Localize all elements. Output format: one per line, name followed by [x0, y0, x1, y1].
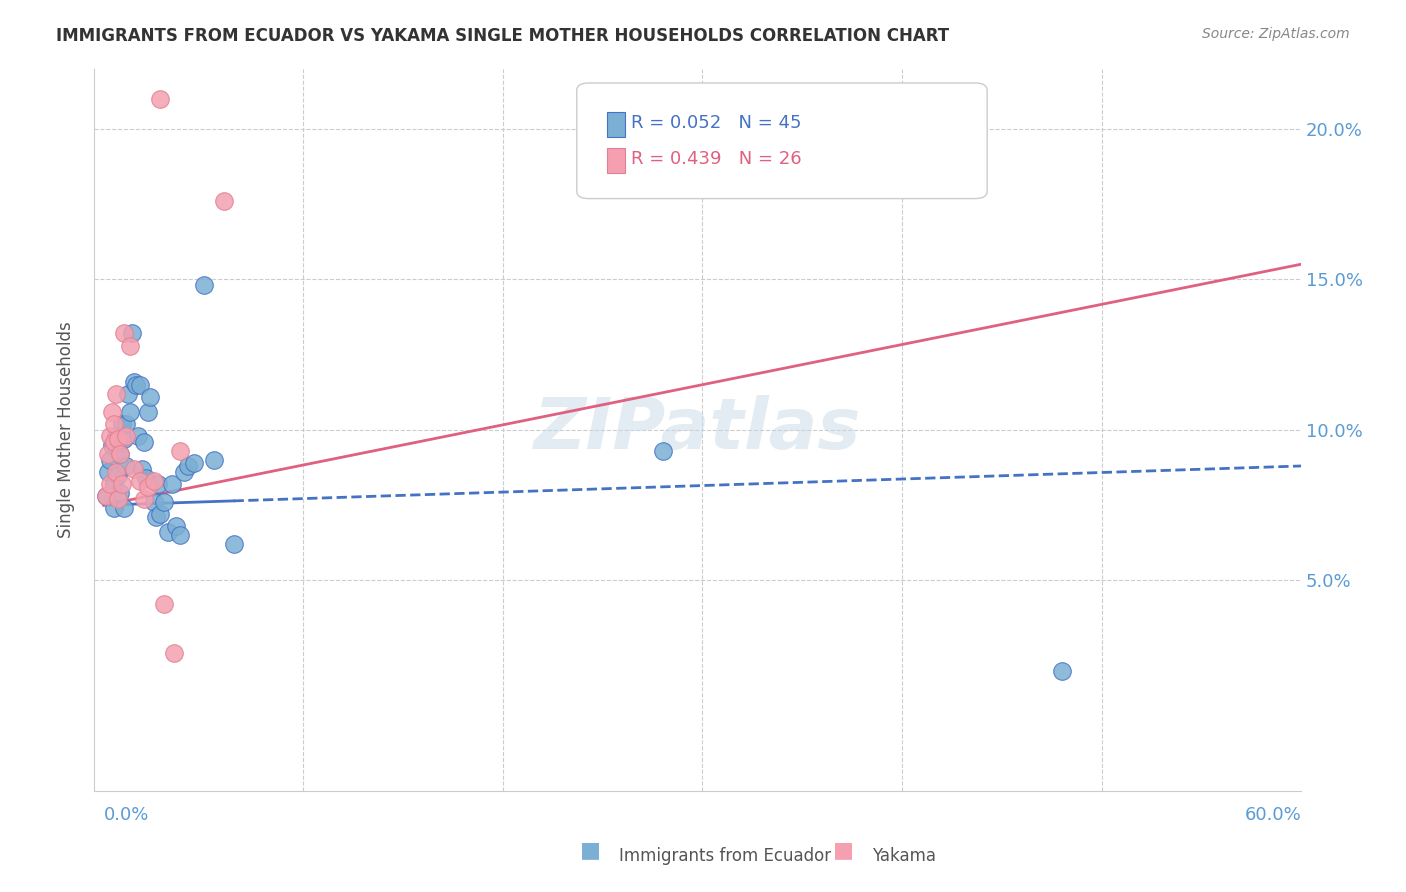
Point [98, 477, 121, 491]
Point [98, 429, 121, 443]
Point [118, 405, 141, 419]
Point [149, 507, 172, 521]
Point [104, 465, 127, 479]
Point [1050, 664, 1073, 678]
Point [101, 438, 124, 452]
Point [104, 429, 127, 443]
Point [145, 510, 167, 524]
Point [111, 417, 134, 431]
FancyBboxPatch shape [607, 148, 626, 173]
Point [101, 405, 124, 419]
Point [115, 458, 138, 473]
Point [103, 501, 125, 516]
Point [212, 194, 235, 208]
Point [163, 646, 186, 660]
Point [142, 474, 165, 488]
Text: ZIPatlas: ZIPatlas [534, 395, 860, 465]
Point [173, 465, 195, 479]
Text: ■: ■ [834, 840, 853, 860]
Point [97, 465, 120, 479]
Point [108, 447, 131, 461]
Point [193, 278, 215, 293]
Point [122, 462, 145, 476]
Point [104, 386, 127, 401]
Point [169, 444, 191, 458]
Point [139, 390, 162, 404]
Point [152, 598, 174, 612]
Text: IMMIGRANTS FROM ECUADOR VS YAKAMA SINGLE MOTHER HOUSEHOLDS CORRELATION CHART: IMMIGRANTS FROM ECUADOR VS YAKAMA SINGLE… [56, 27, 949, 45]
Point [132, 434, 155, 449]
Point [112, 432, 135, 446]
Point [131, 462, 153, 476]
Point [107, 432, 129, 446]
Point [115, 417, 138, 431]
Point [97, 447, 120, 461]
Point [125, 377, 148, 392]
Point [112, 326, 135, 341]
FancyBboxPatch shape [576, 83, 987, 199]
Point [94, 489, 117, 503]
Point [149, 92, 172, 106]
Point [103, 477, 125, 491]
Point [112, 501, 135, 516]
Point [98, 453, 121, 467]
Point [115, 429, 138, 443]
Point [103, 417, 125, 431]
Point [94, 489, 117, 503]
Point [111, 477, 134, 491]
Point [146, 477, 169, 491]
Point [142, 495, 165, 509]
Point [128, 474, 150, 488]
Text: 60.0%: 60.0% [1244, 806, 1301, 824]
Point [135, 471, 157, 485]
Point [108, 486, 131, 500]
Point [121, 326, 143, 341]
Point [118, 338, 141, 352]
Point [202, 453, 225, 467]
Text: Immigrants from Ecuador: Immigrants from Ecuador [619, 847, 831, 865]
Point [177, 458, 200, 473]
Text: R = 0.052   N = 45: R = 0.052 N = 45 [631, 113, 801, 132]
Point [183, 456, 205, 470]
Point [169, 528, 191, 542]
FancyBboxPatch shape [607, 112, 626, 137]
Text: ■: ■ [581, 840, 600, 860]
Point [152, 495, 174, 509]
Point [222, 537, 245, 551]
Point [651, 444, 673, 458]
Text: Source: ZipAtlas.com: Source: ZipAtlas.com [1202, 27, 1350, 41]
Text: R = 0.439   N = 26: R = 0.439 N = 26 [631, 150, 801, 168]
Point [136, 480, 159, 494]
Point [136, 405, 159, 419]
Point [107, 468, 129, 483]
Point [103, 434, 125, 449]
Point [107, 434, 129, 449]
Point [165, 519, 187, 533]
Y-axis label: Single Mother Households: Single Mother Households [58, 321, 75, 538]
Point [128, 377, 150, 392]
Text: 0.0%: 0.0% [104, 806, 149, 824]
Point [108, 447, 131, 461]
Text: Yakama: Yakama [872, 847, 936, 865]
Point [107, 492, 129, 507]
Point [117, 386, 139, 401]
Point [160, 477, 183, 491]
Point [127, 429, 149, 443]
Point [156, 525, 179, 540]
Point [122, 375, 145, 389]
Point [132, 492, 155, 507]
